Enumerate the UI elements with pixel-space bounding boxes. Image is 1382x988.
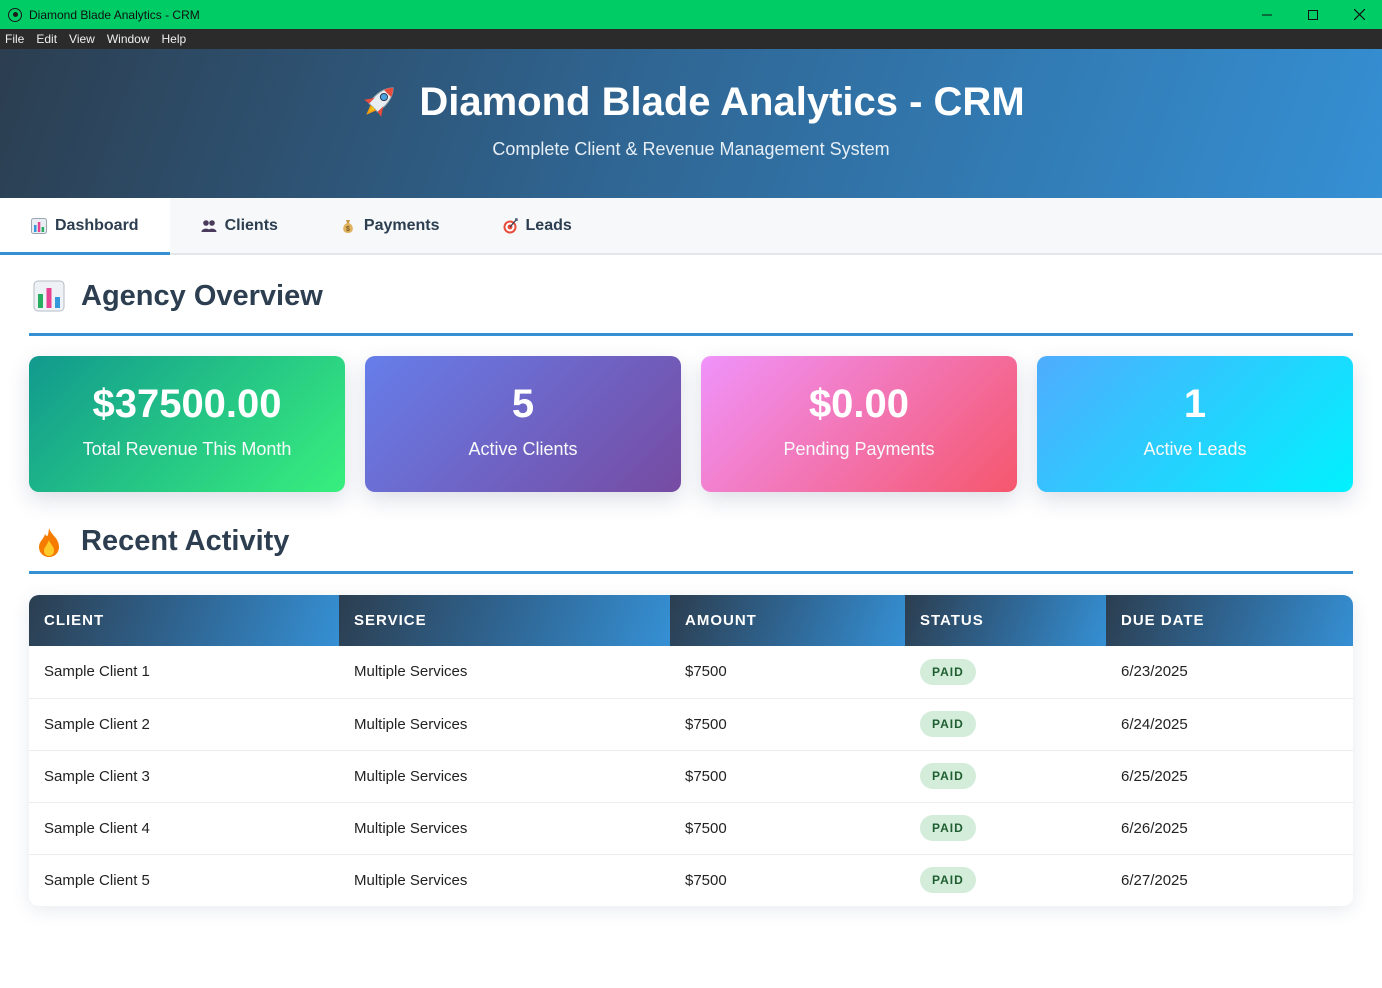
tab-label: Payments: [363, 216, 440, 234]
header-subtitle: Complete Client & Revenue Management Sys…: [492, 138, 890, 159]
cell-due-date: 6/24/2025: [1106, 698, 1353, 751]
maximize-icon: [1308, 9, 1318, 20]
stat-card-pending: $0.00 Pending Payments: [701, 356, 1017, 492]
window-title: Diamond Blade Analytics - CRM: [29, 7, 200, 22]
window-controls: [1244, 0, 1382, 29]
cell-service: Multiple Services: [339, 802, 670, 855]
column-header-amount: AMOUNT: [670, 595, 905, 646]
stat-label: Active Clients: [468, 439, 578, 459]
status-badge: PAID: [920, 867, 976, 894]
rocket-icon: [364, 87, 395, 117]
cell-client: Sample Client 4: [29, 802, 339, 855]
tab-label: Clients: [224, 216, 278, 234]
tab-label: Leads: [525, 216, 572, 234]
tab-bar: Dashboard Clients $ Payments Leads: [0, 198, 1382, 255]
column-header-client: CLIENT: [29, 595, 339, 646]
cell-client: Sample Client 2: [29, 698, 339, 751]
stat-card-revenue: $37500.00 Total Revenue This Month: [29, 356, 345, 492]
cell-status: PAID: [905, 802, 1106, 855]
minimize-button[interactable]: [1244, 0, 1290, 29]
bar-chart-icon: [31, 217, 47, 234]
cell-due-date: 6/26/2025: [1106, 802, 1353, 855]
cell-service: Multiple Services: [339, 698, 670, 751]
people-icon: [201, 218, 217, 234]
stat-label: Active Leads: [1143, 439, 1247, 459]
overview-title: Agency Overview: [81, 279, 323, 312]
header-title-row: Diamond Blade Analytics - CRM: [357, 79, 1025, 125]
table-header-row: CLIENT SERVICE AMOUNT STATUS DUE DATE: [29, 595, 1353, 646]
cell-status: PAID: [905, 854, 1106, 906]
column-header-status: STATUS: [905, 595, 1106, 646]
cell-service: Multiple Services: [339, 750, 670, 803]
cell-client: Sample Client 3: [29, 750, 339, 803]
minimize-icon: [1262, 14, 1272, 15]
cell-amount: $7500: [670, 854, 905, 906]
tab-clients[interactable]: Clients: [170, 198, 309, 253]
close-icon: [1353, 9, 1365, 20]
cell-client: Sample Client 1: [29, 646, 339, 699]
money-bag-icon: $: [340, 218, 356, 234]
close-button[interactable]: [1336, 0, 1382, 29]
stat-label: Total Revenue This Month: [82, 439, 292, 459]
menu-file[interactable]: File: [5, 32, 25, 46]
column-header-due-date: DUE DATE: [1106, 595, 1353, 646]
activity-title: Recent Activity: [81, 525, 290, 557]
cell-amount: $7500: [670, 750, 905, 803]
target-icon: [502, 217, 518, 234]
svg-text:$: $: [346, 226, 350, 233]
status-badge: PAID: [920, 763, 976, 789]
maximize-button[interactable]: [1290, 0, 1336, 29]
menu-edit[interactable]: Edit: [36, 32, 58, 46]
cell-due-date: 6/23/2025: [1106, 646, 1353, 699]
app-icon: [8, 7, 22, 22]
fire-icon: [39, 527, 59, 557]
table-row[interactable]: Sample Client 5 Multiple Services $7500 …: [29, 854, 1353, 906]
activity-table-container: CLIENT SERVICE AMOUNT STATUS DUE DATE Sa…: [29, 595, 1353, 906]
window-titlebar: Diamond Blade Analytics - CRM: [0, 0, 1382, 29]
menu-window[interactable]: Window: [106, 32, 150, 46]
cell-client: Sample Client 5: [29, 854, 339, 906]
table-row[interactable]: Sample Client 2 Multiple Services $7500 …: [29, 698, 1353, 751]
stat-value: 5: [511, 382, 535, 426]
table-row[interactable]: Sample Client 3 Multiple Services $7500 …: [29, 750, 1353, 803]
menu-help[interactable]: Help: [161, 32, 187, 46]
cell-status: PAID: [905, 698, 1106, 751]
cell-status: PAID: [905, 646, 1106, 699]
table-row[interactable]: Sample Client 4 Multiple Services $7500 …: [29, 802, 1353, 855]
cell-due-date: 6/25/2025: [1106, 750, 1353, 803]
tab-dashboard[interactable]: Dashboard: [0, 198, 170, 255]
tab-payments[interactable]: $ Payments: [309, 198, 471, 253]
cell-status: PAID: [905, 750, 1106, 803]
app-header: Diamond Blade Analytics - CRM Complete C…: [0, 49, 1382, 198]
status-badge: PAID: [920, 815, 976, 841]
menu-view[interactable]: View: [69, 32, 95, 46]
table-row[interactable]: Sample Client 1 Multiple Services $7500 …: [29, 646, 1353, 699]
cell-amount: $7500: [670, 802, 905, 855]
cell-amount: $7500: [670, 646, 905, 699]
status-badge: PAID: [920, 658, 976, 685]
activity-table: CLIENT SERVICE AMOUNT STATUS DUE DATE Sa…: [29, 595, 1353, 906]
stat-card-leads: 1 Active Leads: [1037, 356, 1353, 492]
cell-service: Multiple Services: [339, 646, 670, 699]
bar-chart-icon: [33, 280, 65, 312]
cell-service: Multiple Services: [339, 854, 670, 906]
header-title: Diamond Blade Analytics - CRM: [419, 79, 1025, 124]
tab-leads[interactable]: Leads: [471, 198, 603, 253]
column-header-service: SERVICE: [339, 595, 670, 646]
stat-value: 1: [1183, 382, 1207, 426]
activity-section-header: Recent Activity: [29, 512, 1353, 574]
overview-section-header: Agency Overview: [29, 255, 1353, 336]
tab-label: Dashboard: [55, 216, 139, 234]
stats-row: $37500.00 Total Revenue This Month 5 Act…: [29, 356, 1353, 492]
menu-bar: File Edit View Window Help: [0, 29, 1382, 49]
cell-amount: $7500: [670, 698, 905, 751]
stat-label: Pending Payments: [783, 439, 935, 459]
status-badge: PAID: [920, 711, 976, 737]
stat-value: $37500.00: [92, 382, 282, 426]
cell-due-date: 6/27/2025: [1106, 854, 1353, 906]
main-content: Agency Overview $37500.00 Total Revenue …: [0, 255, 1382, 906]
stat-card-clients: 5 Active Clients: [365, 356, 681, 492]
stat-value: $0.00: [808, 382, 910, 426]
